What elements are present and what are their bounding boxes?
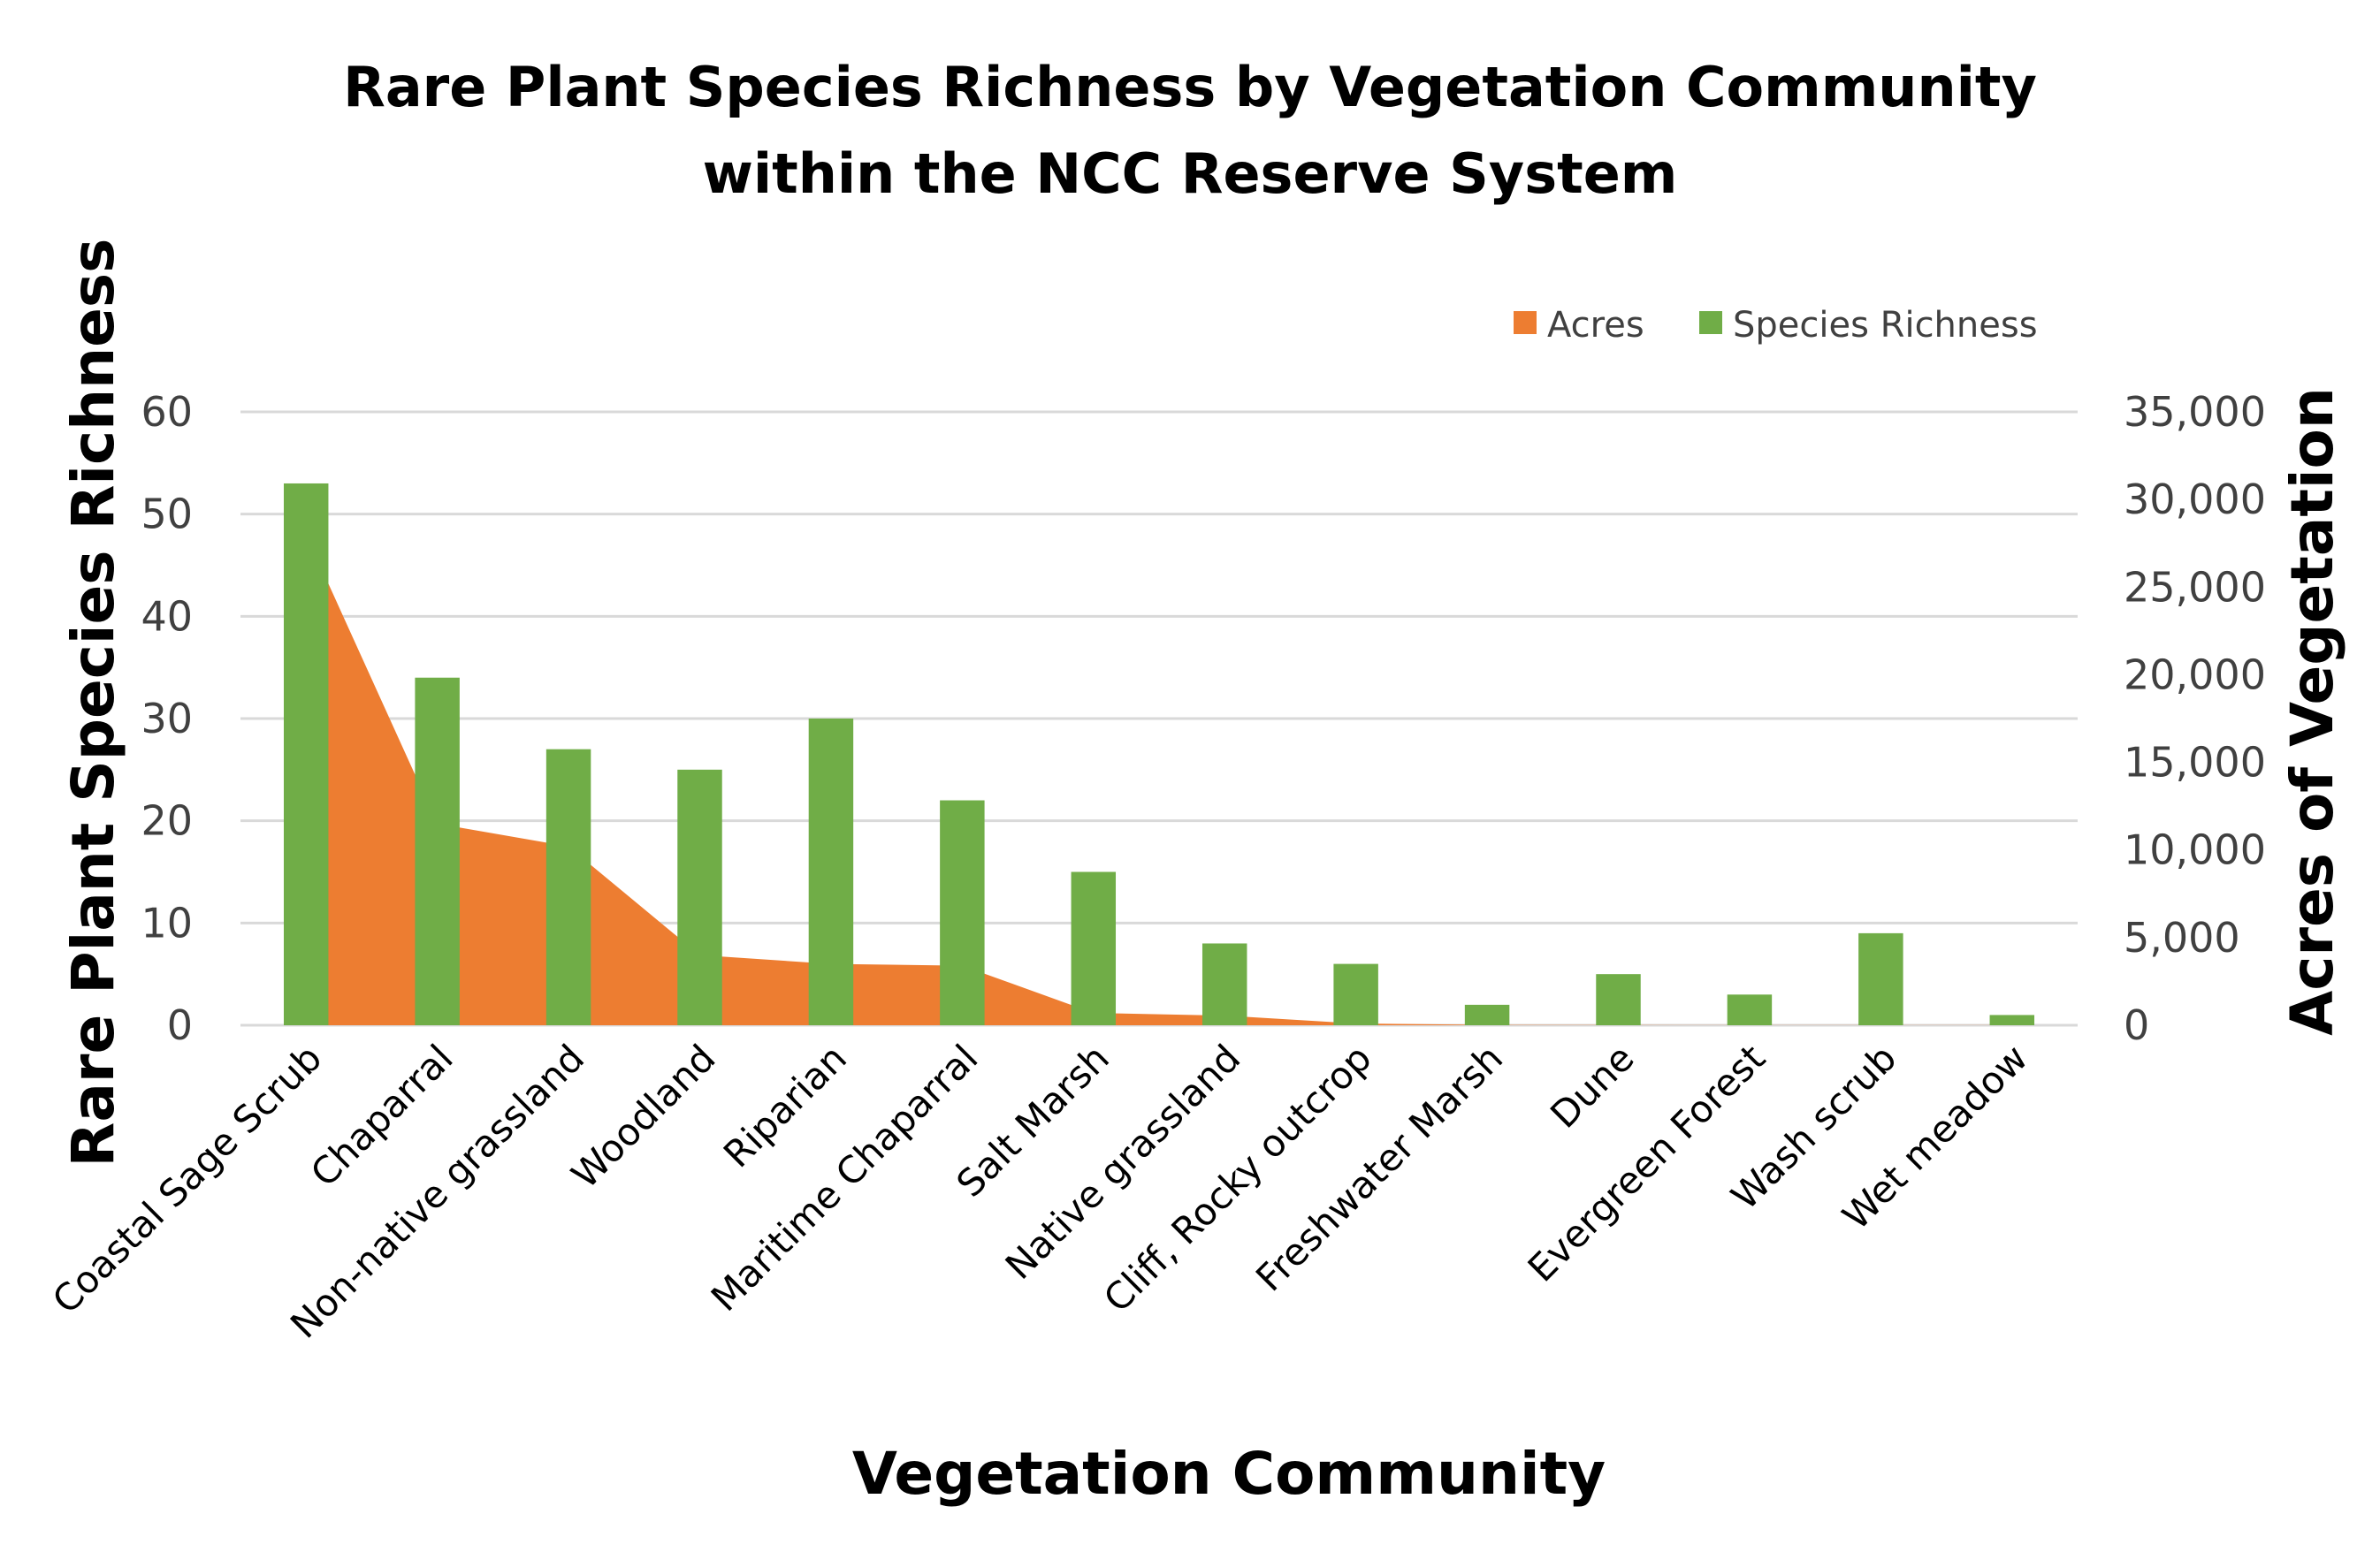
x-axis-title: Vegetation Community <box>852 1440 1606 1508</box>
bar-salt-marsh <box>1071 871 1117 1025</box>
y-tick-label: 10 <box>141 899 193 947</box>
legend: Acres Species Richness <box>1514 305 2038 346</box>
category-label: Evergreen Forest <box>1520 1036 1774 1290</box>
y2-tick-label: 5,000 <box>2124 914 2240 962</box>
bar-chaparral <box>415 677 460 1025</box>
y-tick-label: 50 <box>141 491 193 538</box>
bar-dune <box>1596 974 1641 1025</box>
y-tick-label: 20 <box>141 797 193 845</box>
acres-area <box>306 534 2012 1025</box>
y2-tick-label: 10,000 <box>2124 826 2266 874</box>
bar-cliff-rocky-outcrop <box>1333 963 1378 1025</box>
legend-swatch-acres <box>1514 311 1537 334</box>
category-label: Riparian <box>715 1036 855 1175</box>
bar-wash-scrub <box>1858 932 1903 1025</box>
y2-tick-label: 30,000 <box>2124 475 2266 523</box>
species-richness-bar-series <box>283 483 2035 1025</box>
y-tick-label: 40 <box>141 592 193 640</box>
y2-axis-title: Acres of Vegetation <box>2278 387 2346 1036</box>
bar-evergreen-forest <box>1727 994 1773 1025</box>
bar-native-grassland <box>1201 943 1247 1025</box>
acres-area-series <box>306 534 2012 1025</box>
right-y-axis-ticks: 0 5,000 10,000 15,000 20,000 25,000 30,000 35,0… <box>2124 388 2266 1049</box>
y2-tick-label: 0 <box>2124 1001 2149 1049</box>
y2-tick-label: 35,000 <box>2124 388 2266 436</box>
chart-title-line-1: Rare Plant Species Richness by Vegetatio… <box>343 55 2037 119</box>
y-tick-label: 30 <box>141 695 193 742</box>
left-y-axis-ticks: 0 10 20 30 40 50 60 <box>141 388 193 1049</box>
category-label: Dune <box>1542 1036 1642 1136</box>
category-label: Maritime Chaparral <box>703 1036 987 1320</box>
chart-title-line-2: within the NCC Reserve System <box>703 141 1678 206</box>
bar-woodland <box>677 769 722 1025</box>
bar-riparian <box>808 719 854 1025</box>
y-tick-label: 60 <box>141 388 193 436</box>
y-tick-label: 0 <box>167 1001 193 1049</box>
bar-non-native-grassland <box>545 749 591 1025</box>
y2-tick-label: 20,000 <box>2124 650 2266 698</box>
category-label: Woodland <box>563 1036 724 1197</box>
y2-tick-label: 15,000 <box>2124 739 2266 787</box>
bar-coastal-sage-scrub <box>283 483 329 1025</box>
legend-label-acres: Acres <box>1547 305 1644 346</box>
category-label: Native grassland <box>997 1036 1249 1288</box>
y-axis-title: Rare Plant Species Richness <box>59 239 127 1168</box>
bar-wet-meadow <box>1989 1015 2035 1025</box>
legend-swatch-species-richness <box>1699 311 1722 334</box>
y2-tick-label: 25,000 <box>2124 563 2266 611</box>
category-label: Freshwater Marsh <box>1247 1036 1511 1299</box>
bar-maritime-chaparral <box>940 800 985 1025</box>
bar-freshwater-marsh <box>1464 1004 1510 1025</box>
legend-label-species-richness: Species Richness <box>1733 305 2038 346</box>
